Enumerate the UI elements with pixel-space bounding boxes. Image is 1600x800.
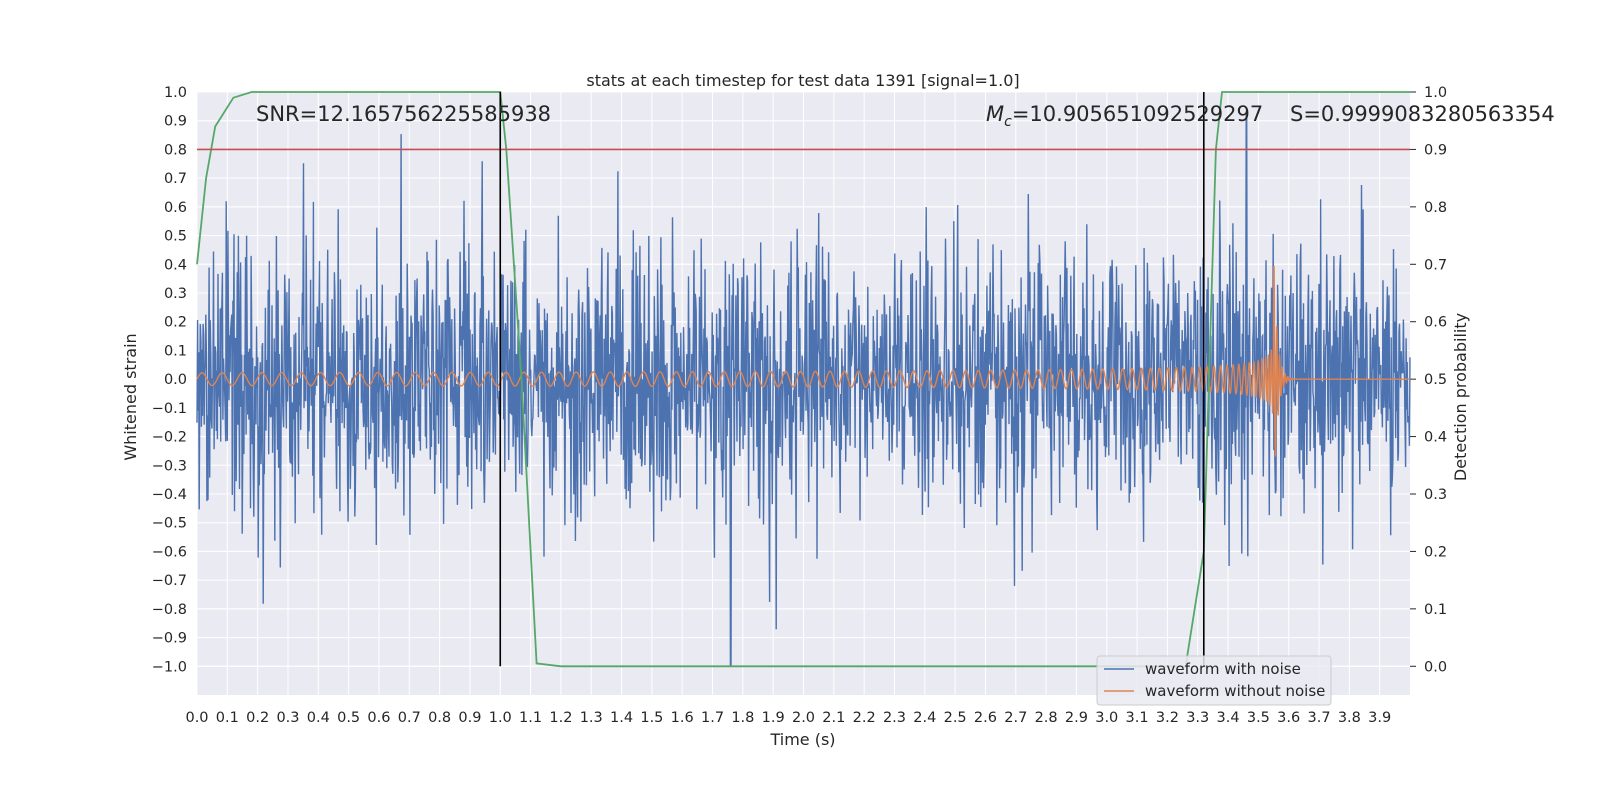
y-left-tick-label: −0.2 <box>152 430 187 446</box>
x-tick-label: 1.7 <box>701 710 724 726</box>
y-left-tick-label: 0.2 <box>164 315 187 331</box>
significance-annotation: S=0.9999083280563354 <box>1290 102 1555 126</box>
y-axis-left-label: Whitened strain <box>121 333 140 460</box>
x-tick-label: 0.2 <box>246 710 269 726</box>
x-tick-label: 3.5 <box>1247 710 1270 726</box>
y-left-tick-label: 0.6 <box>164 200 187 216</box>
x-tick-label: 2.7 <box>1004 710 1027 726</box>
series-waveform-with-noise <box>196 114 1411 667</box>
y-right-tick-label: 0.6 <box>1424 315 1447 331</box>
x-tick-label: 1.2 <box>549 710 572 726</box>
y-left-tick-label: 0.4 <box>164 257 187 273</box>
y-right-tick-label: 0.2 <box>1424 544 1447 560</box>
x-tick-label: 1.1 <box>519 710 542 726</box>
chirp-mass-annotation: Mc=10.905651092529297 <box>986 102 1263 130</box>
x-tick-label: 3.7 <box>1307 710 1330 726</box>
y-left-tick-label: −0.6 <box>152 544 187 560</box>
y-right-tick-label: 0.1 <box>1424 602 1447 618</box>
y-right-tick-label: 0.3 <box>1424 487 1447 503</box>
chirp-mass-symbol: M <box>986 102 1004 126</box>
series-detection-probability <box>196 91 1410 668</box>
y-right-tick-label: 0.7 <box>1424 257 1447 273</box>
y-right-tick-label: 0.0 <box>1424 659 1447 675</box>
y-right-tick-label: 0.4 <box>1424 430 1447 446</box>
y-left-tick-label: −0.4 <box>152 487 187 503</box>
x-tick-label: 1.9 <box>762 710 785 726</box>
x-tick-label: 2.9 <box>1065 710 1088 726</box>
x-tick-label: 2.1 <box>822 710 845 726</box>
x-tick-label: 3.4 <box>1217 710 1240 726</box>
y-left-tick-label: 1.0 <box>164 85 187 101</box>
x-tick-label: 2.0 <box>792 710 815 726</box>
x-tick-label: 0.6 <box>367 710 390 726</box>
x-tick-label: 0.5 <box>337 710 360 726</box>
y-left-tick-label: 0.0 <box>164 372 187 388</box>
x-tick-label: 2.6 <box>974 710 997 726</box>
y-axis-right-label: Detection probability <box>1451 313 1470 481</box>
y-left-tick-label: −0.8 <box>152 602 187 618</box>
y-left-tick-label: 0.8 <box>164 142 187 158</box>
x-tick-label: 1.4 <box>610 710 633 726</box>
x-tick-label: 3.1 <box>1126 710 1149 726</box>
y-left-tick-label: 0.5 <box>164 229 187 245</box>
x-tick-label: 3.9 <box>1368 710 1391 726</box>
snr-annotation: SNR=12.165756225585938 <box>256 102 551 126</box>
chirp-mass-subscript: c <box>1004 114 1012 130</box>
y-left-tick-label: 0.7 <box>164 171 187 187</box>
y-left-tick-label: −0.9 <box>152 631 187 647</box>
x-tick-label: 3.3 <box>1186 710 1209 726</box>
x-tick-label: 0.9 <box>458 710 481 726</box>
x-tick-label: 2.5 <box>944 710 967 726</box>
x-tick-label: 0.3 <box>276 710 299 726</box>
x-tick-label: 1.0 <box>489 710 512 726</box>
x-axis-ticks: 0.0 0.1 0.2 0.3 0.4 0.5 0.6 0.7 0.8 0.9 1.0 1.1 1.2 1… <box>185 710 1391 726</box>
y-right-tick-label: 0.9 <box>1424 142 1447 158</box>
x-tick-label: 2.8 <box>1035 710 1058 726</box>
y-right-tick-label: 0.5 <box>1424 372 1447 388</box>
x-tick-label: 1.3 <box>580 710 603 726</box>
y-left-tick-label: 0.1 <box>164 343 187 359</box>
x-tick-label: 2.3 <box>883 710 906 726</box>
y-right-tick-label: 1.0 <box>1424 85 1447 101</box>
legend-label-noise: waveform with noise <box>1145 660 1301 678</box>
x-axis-label: Time (s) <box>769 730 835 749</box>
y-left-tick-label: 0.9 <box>164 114 187 130</box>
x-tick-label: 1.8 <box>731 710 754 726</box>
y-left-tick-label: −0.7 <box>152 573 187 589</box>
series-waveform-without-noise <box>196 265 1410 457</box>
chart-title: stats at each timestep for test data 139… <box>586 71 1019 90</box>
legend-label-clean: waveform without noise <box>1145 682 1325 700</box>
x-tick-label: 0.0 <box>185 710 208 726</box>
x-tick-label: 3.2 <box>1156 710 1179 726</box>
y-right-tick-label: 0.8 <box>1424 200 1447 216</box>
y-left-tick-label: −0.1 <box>152 401 187 417</box>
x-tick-label: 3.8 <box>1338 710 1361 726</box>
chirp-mass-value: =10.905651092529297 <box>1012 102 1263 126</box>
y-axis-left-ticks: 1.0 0.9 0.8 0.7 0.6 0.5 0.4 0.3 0.2 0.1 0.0 −0.1 −0.… <box>152 85 187 675</box>
y-left-tick-label: 0.3 <box>164 286 187 302</box>
y-left-tick-label: −1.0 <box>152 659 187 675</box>
x-tick-label: 0.7 <box>398 710 421 726</box>
x-tick-label: 3.0 <box>1095 710 1118 726</box>
x-tick-label: 2.2 <box>853 710 876 726</box>
x-tick-label: 3.6 <box>1277 710 1300 726</box>
x-tick-label: 0.8 <box>428 710 451 726</box>
series-layer <box>196 91 1411 668</box>
y-left-tick-label: −0.5 <box>152 516 187 532</box>
x-tick-label: 0.1 <box>216 710 239 726</box>
x-tick-label: 1.6 <box>671 710 694 726</box>
x-tick-label: 0.4 <box>307 710 330 726</box>
x-tick-label: 1.5 <box>640 710 663 726</box>
y-axis-right-ticks: 1.0 0.9 0.8 0.7 0.6 0.5 0.4 0.3 0.2 0.1 0.0 <box>1410 85 1447 675</box>
x-tick-label: 2.4 <box>913 710 936 726</box>
y-left-tick-label: −0.3 <box>152 458 187 474</box>
legend: waveform with noise waveform without noi… <box>1096 655 1332 706</box>
legend-box <box>1096 655 1332 706</box>
